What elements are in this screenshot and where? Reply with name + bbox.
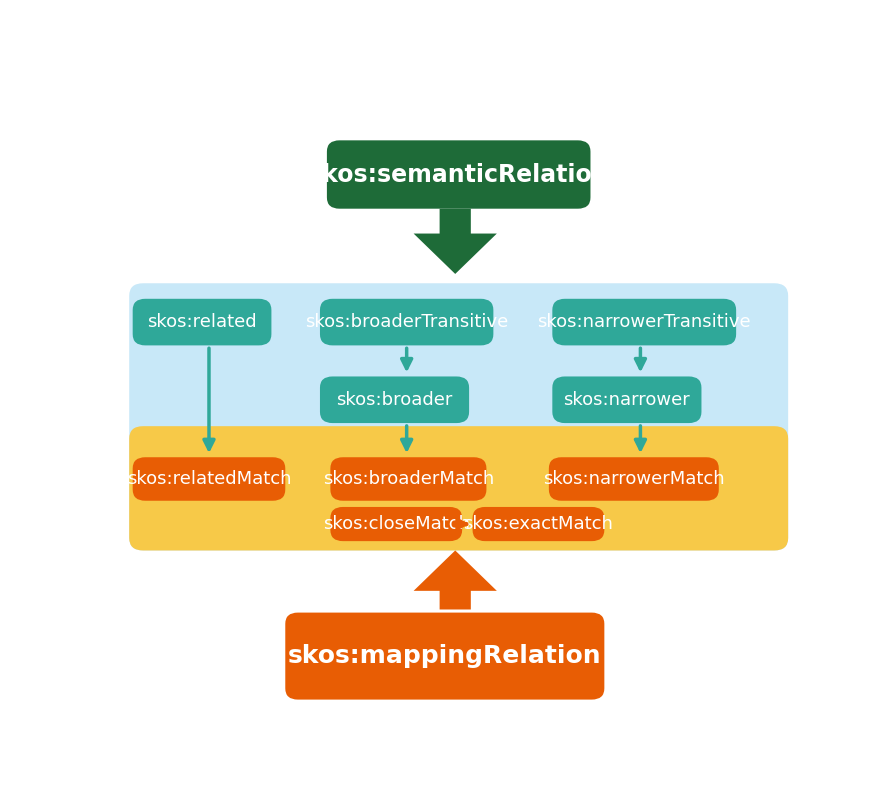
Text: skos:relatedMatch: skos:relatedMatch (127, 470, 291, 488)
Text: skos:related: skos:related (148, 313, 257, 331)
Text: skos:mappingRelation: skos:mappingRelation (288, 644, 601, 668)
FancyBboxPatch shape (132, 458, 285, 500)
FancyBboxPatch shape (129, 426, 788, 550)
Polygon shape (413, 209, 496, 274)
Text: skos:broaderTransitive: skos:broaderTransitive (305, 313, 508, 331)
FancyBboxPatch shape (472, 507, 603, 541)
Text: skos:narrowerMatch: skos:narrowerMatch (543, 470, 724, 488)
Text: skos:narrower: skos:narrower (563, 391, 689, 409)
FancyBboxPatch shape (319, 299, 493, 345)
FancyBboxPatch shape (330, 458, 486, 500)
FancyBboxPatch shape (552, 299, 735, 345)
FancyBboxPatch shape (129, 283, 788, 550)
Text: skos:narrowerTransitive: skos:narrowerTransitive (536, 313, 750, 331)
Polygon shape (413, 550, 496, 609)
FancyBboxPatch shape (326, 140, 590, 209)
FancyBboxPatch shape (319, 377, 468, 423)
FancyBboxPatch shape (132, 299, 271, 345)
FancyBboxPatch shape (330, 507, 461, 541)
Text: skos:broader: skos:broader (336, 391, 452, 409)
FancyBboxPatch shape (548, 458, 718, 500)
Text: skos:semanticRelation: skos:semanticRelation (308, 162, 608, 186)
FancyBboxPatch shape (552, 377, 701, 423)
Text: skos:exactMatch: skos:exactMatch (463, 515, 612, 533)
Text: skos:closeMatch: skos:closeMatch (323, 515, 469, 533)
FancyBboxPatch shape (285, 613, 603, 700)
Text: skos:broaderMatch: skos:broaderMatch (323, 470, 493, 488)
